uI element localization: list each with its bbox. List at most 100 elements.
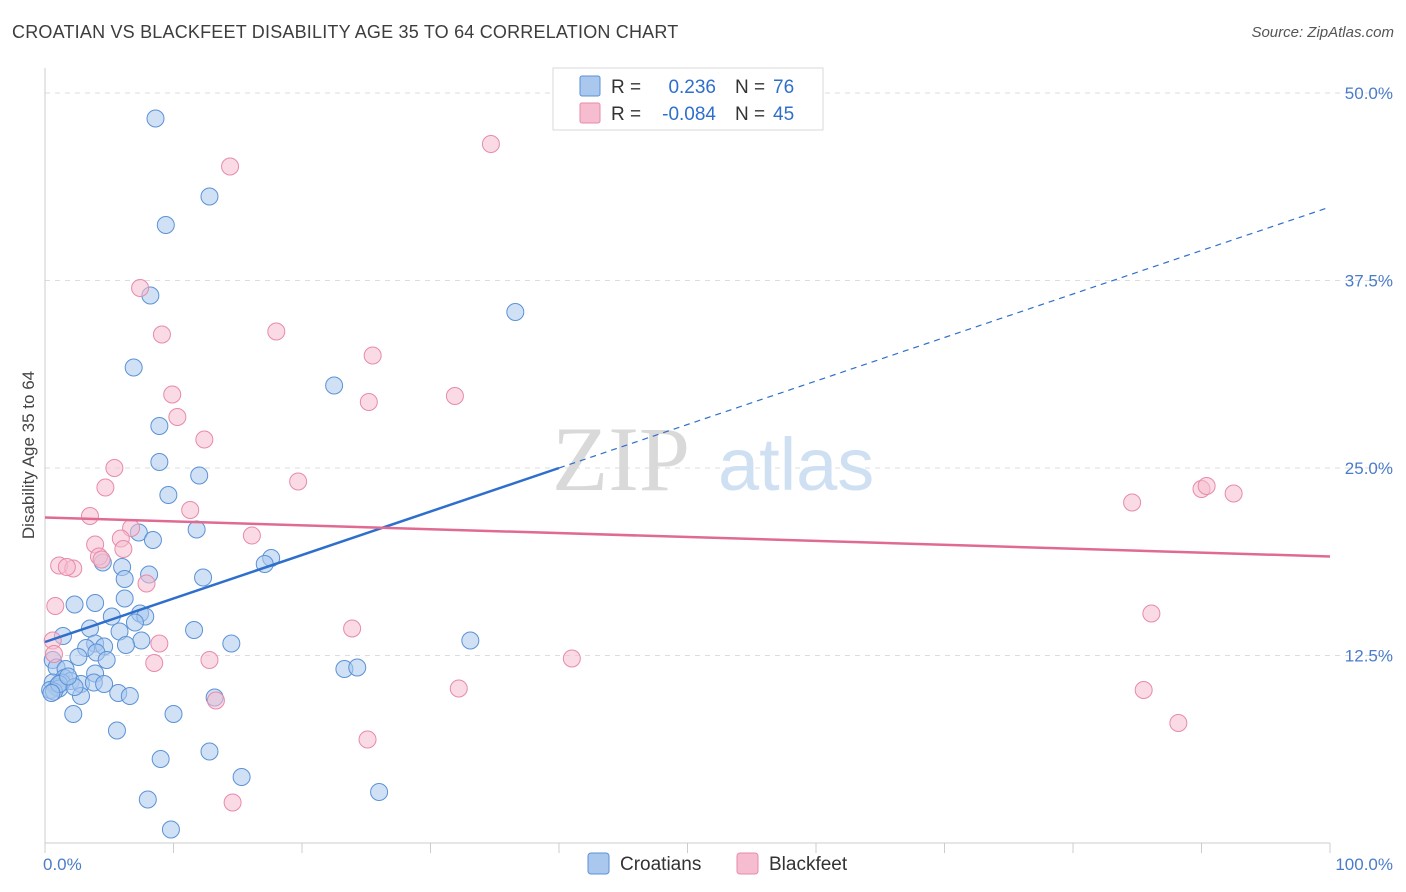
croatians-point	[348, 658, 367, 677]
croatians-points	[41, 109, 525, 839]
croatians-point	[143, 531, 162, 549]
watermark-zip-text: ZIP	[552, 408, 690, 510]
legend-label-croatians: Croatians	[620, 854, 701, 875]
croatians-point	[95, 675, 114, 693]
blackfeet-point	[359, 393, 378, 411]
y-axis-title: Disability Age 35 to 64	[19, 371, 38, 539]
croatians-point	[116, 636, 135, 654]
watermark: ZIP atlas	[552, 408, 874, 510]
croatians-point	[86, 594, 105, 612]
blackfeet-point	[223, 793, 242, 812]
croatians-point	[107, 721, 126, 740]
blackfeet-point	[44, 645, 63, 663]
grid-lines	[45, 92, 1393, 656]
blackfeet-n-label: N =	[735, 104, 765, 125]
croatians-point	[120, 687, 139, 705]
blackfeet-point	[1123, 493, 1142, 512]
croatians-point	[64, 705, 83, 723]
blackfeet-point	[1134, 681, 1153, 699]
croatians-point	[125, 613, 144, 632]
blackfeet-point	[1142, 604, 1161, 623]
croatians-point	[200, 187, 219, 206]
blackfeet-point	[57, 558, 76, 576]
x-tick-label-min: 0.0%	[43, 855, 82, 874]
blackfeet-point	[1224, 484, 1243, 503]
croatians-point	[232, 768, 251, 786]
correlation-legend: R = 0.236 N = 76 R = -0.084 N = 45	[552, 67, 824, 131]
blackfeet-r-label: R =	[611, 104, 641, 125]
y-tick-labels: 12.5% 25.0% 37.5% 50.0%	[1345, 84, 1393, 666]
croatians-point	[97, 651, 116, 669]
series-legend: Croatians Blackfeet	[587, 852, 848, 875]
croatians-point	[59, 667, 78, 686]
blackfeet-point	[481, 135, 500, 153]
blackfeet-point	[449, 679, 468, 698]
croatians-point	[138, 790, 157, 809]
croatians-n-label: N =	[735, 77, 765, 98]
croatians-point	[150, 453, 169, 471]
blackfeet-point	[1197, 477, 1216, 495]
blackfeet-point	[242, 526, 261, 545]
x-tick-labels: 0.0% 100.0%	[43, 855, 1393, 874]
croatians-point	[164, 705, 183, 723]
croatians-point	[187, 520, 206, 539]
blackfeet-point	[363, 346, 382, 365]
blackfeet-r-value: -0.084	[662, 104, 716, 125]
croatians-point	[159, 486, 178, 504]
blackfeet-point	[168, 408, 187, 426]
blackfeet-point	[206, 691, 225, 710]
blackfeet-point	[181, 501, 200, 519]
croatians-point	[124, 358, 143, 377]
croatians-legend-swatch	[579, 75, 601, 97]
croatians-point	[115, 589, 134, 608]
source-label: Source: ZipAtlas.com	[1251, 24, 1394, 41]
croatians-point	[461, 631, 480, 650]
legend-swatch-blackfeet	[736, 852, 759, 875]
chart-title: CROATIAN VS BLACKFEET DISABILITY AGE 35 …	[12, 22, 679, 42]
croatians-point	[194, 568, 213, 587]
y-tick-label: 37.5%	[1345, 272, 1393, 291]
legend-label-blackfeet: Blackfeet	[769, 854, 848, 875]
blackfeet-point	[114, 540, 133, 558]
croatians-point	[151, 750, 170, 768]
croatians-point	[65, 595, 84, 614]
croatians-r-label: R =	[611, 77, 641, 98]
blackfeet-points	[43, 135, 1243, 812]
croatians-point	[150, 417, 169, 435]
croatians-point	[132, 631, 151, 650]
x-tick-label-max: 100.0%	[1335, 855, 1393, 874]
blackfeet-n-value: 45	[773, 104, 794, 125]
blackfeet-point	[343, 619, 362, 638]
legend-swatch-croatians	[587, 852, 610, 875]
y-tick-label: 25.0%	[1345, 459, 1393, 478]
trend-lines	[44, 206, 1331, 644]
croatians-point	[42, 684, 61, 702]
croatians-n-value: 76	[773, 77, 794, 98]
croatians-point	[325, 376, 344, 395]
blackfeet-point	[152, 325, 171, 344]
blackfeet-point	[562, 649, 581, 668]
croatians-trend-line	[44, 466, 560, 644]
blackfeet-point	[358, 730, 377, 749]
croatians-point	[115, 570, 134, 588]
blackfeet-point	[145, 654, 164, 672]
croatians-point	[69, 648, 88, 666]
croatians-point	[222, 634, 241, 653]
blackfeet-point	[137, 574, 156, 593]
blackfeet-point	[267, 322, 286, 341]
croatians-point	[156, 216, 175, 234]
watermark-atlas-text: atlas	[718, 423, 874, 506]
y-tick-label: 50.0%	[1345, 84, 1393, 103]
blackfeet-point	[289, 472, 308, 491]
blackfeet-point	[105, 459, 124, 477]
croatians-r-value: 0.236	[668, 77, 716, 98]
croatians-point	[161, 820, 180, 839]
croatians-trend-extension	[558, 206, 1331, 469]
blackfeet-point	[150, 634, 169, 653]
croatians-point	[506, 303, 525, 321]
croatians-point	[190, 466, 209, 485]
blackfeet-point	[445, 387, 464, 405]
blackfeet-point	[221, 157, 240, 176]
blackfeet-point	[46, 597, 65, 615]
